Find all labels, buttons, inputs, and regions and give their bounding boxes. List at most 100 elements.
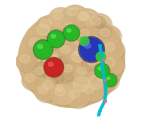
Ellipse shape <box>98 67 102 70</box>
Ellipse shape <box>52 73 64 83</box>
Ellipse shape <box>46 59 57 68</box>
Ellipse shape <box>87 58 96 65</box>
Ellipse shape <box>28 53 75 88</box>
Circle shape <box>64 26 79 40</box>
Ellipse shape <box>81 58 96 71</box>
Ellipse shape <box>66 23 74 30</box>
Ellipse shape <box>89 75 104 89</box>
Ellipse shape <box>85 54 95 64</box>
Ellipse shape <box>91 36 101 44</box>
Ellipse shape <box>83 86 94 93</box>
Circle shape <box>105 75 116 86</box>
Ellipse shape <box>103 59 111 66</box>
Ellipse shape <box>34 67 44 75</box>
Ellipse shape <box>38 45 42 48</box>
Ellipse shape <box>38 86 48 93</box>
Ellipse shape <box>49 52 58 61</box>
Ellipse shape <box>96 25 120 46</box>
Ellipse shape <box>95 50 106 60</box>
Ellipse shape <box>37 17 64 38</box>
Circle shape <box>48 31 64 47</box>
Ellipse shape <box>25 74 35 82</box>
Ellipse shape <box>71 45 93 63</box>
Ellipse shape <box>76 9 100 31</box>
Ellipse shape <box>18 11 124 107</box>
Circle shape <box>80 38 103 61</box>
Ellipse shape <box>74 65 97 84</box>
Ellipse shape <box>60 62 81 80</box>
Ellipse shape <box>69 90 80 98</box>
Ellipse shape <box>97 26 122 47</box>
Ellipse shape <box>22 72 45 91</box>
Circle shape <box>96 64 109 77</box>
Ellipse shape <box>80 83 103 101</box>
Ellipse shape <box>16 51 40 71</box>
Ellipse shape <box>73 76 90 92</box>
Ellipse shape <box>105 58 115 67</box>
Ellipse shape <box>36 62 47 72</box>
Ellipse shape <box>36 84 58 103</box>
Circle shape <box>79 37 104 62</box>
Ellipse shape <box>45 49 67 69</box>
Bar <box>0 0 13 118</box>
Ellipse shape <box>67 29 71 32</box>
Ellipse shape <box>78 12 88 21</box>
Ellipse shape <box>98 26 111 38</box>
Ellipse shape <box>84 43 91 48</box>
Circle shape <box>35 41 52 58</box>
Ellipse shape <box>26 35 51 57</box>
Ellipse shape <box>40 19 52 28</box>
Ellipse shape <box>100 29 109 38</box>
Ellipse shape <box>87 13 110 34</box>
Ellipse shape <box>22 71 43 89</box>
Ellipse shape <box>63 31 75 41</box>
Ellipse shape <box>49 8 73 28</box>
Ellipse shape <box>94 71 119 92</box>
Ellipse shape <box>57 43 79 61</box>
Ellipse shape <box>107 77 110 80</box>
Ellipse shape <box>72 46 94 65</box>
Ellipse shape <box>63 65 72 72</box>
Ellipse shape <box>51 84 75 105</box>
Ellipse shape <box>77 67 87 75</box>
Ellipse shape <box>97 73 108 82</box>
Ellipse shape <box>67 8 77 16</box>
Ellipse shape <box>73 17 81 24</box>
Ellipse shape <box>52 85 77 106</box>
Ellipse shape <box>72 52 83 62</box>
Ellipse shape <box>50 8 74 30</box>
Ellipse shape <box>76 26 97 44</box>
Ellipse shape <box>84 55 103 73</box>
Ellipse shape <box>96 22 103 28</box>
Ellipse shape <box>53 57 67 69</box>
Ellipse shape <box>26 35 49 55</box>
Circle shape <box>33 40 53 59</box>
Ellipse shape <box>105 43 115 51</box>
Circle shape <box>44 57 64 77</box>
Ellipse shape <box>56 36 69 49</box>
Ellipse shape <box>62 54 78 69</box>
Ellipse shape <box>60 63 83 81</box>
Ellipse shape <box>48 24 113 71</box>
Ellipse shape <box>46 79 56 88</box>
Ellipse shape <box>85 55 105 74</box>
Ellipse shape <box>88 34 109 51</box>
Circle shape <box>96 52 106 61</box>
Ellipse shape <box>29 38 40 46</box>
Ellipse shape <box>51 35 56 38</box>
Ellipse shape <box>89 34 111 53</box>
Ellipse shape <box>32 65 54 84</box>
Ellipse shape <box>69 42 84 56</box>
Ellipse shape <box>55 88 66 96</box>
Ellipse shape <box>20 55 30 63</box>
Ellipse shape <box>92 16 106 29</box>
Ellipse shape <box>74 64 95 82</box>
Ellipse shape <box>22 50 57 80</box>
Ellipse shape <box>17 52 41 73</box>
Ellipse shape <box>44 53 58 65</box>
Ellipse shape <box>80 84 105 103</box>
Ellipse shape <box>37 24 49 35</box>
Ellipse shape <box>48 62 53 66</box>
Ellipse shape <box>103 55 125 77</box>
Ellipse shape <box>79 29 89 37</box>
